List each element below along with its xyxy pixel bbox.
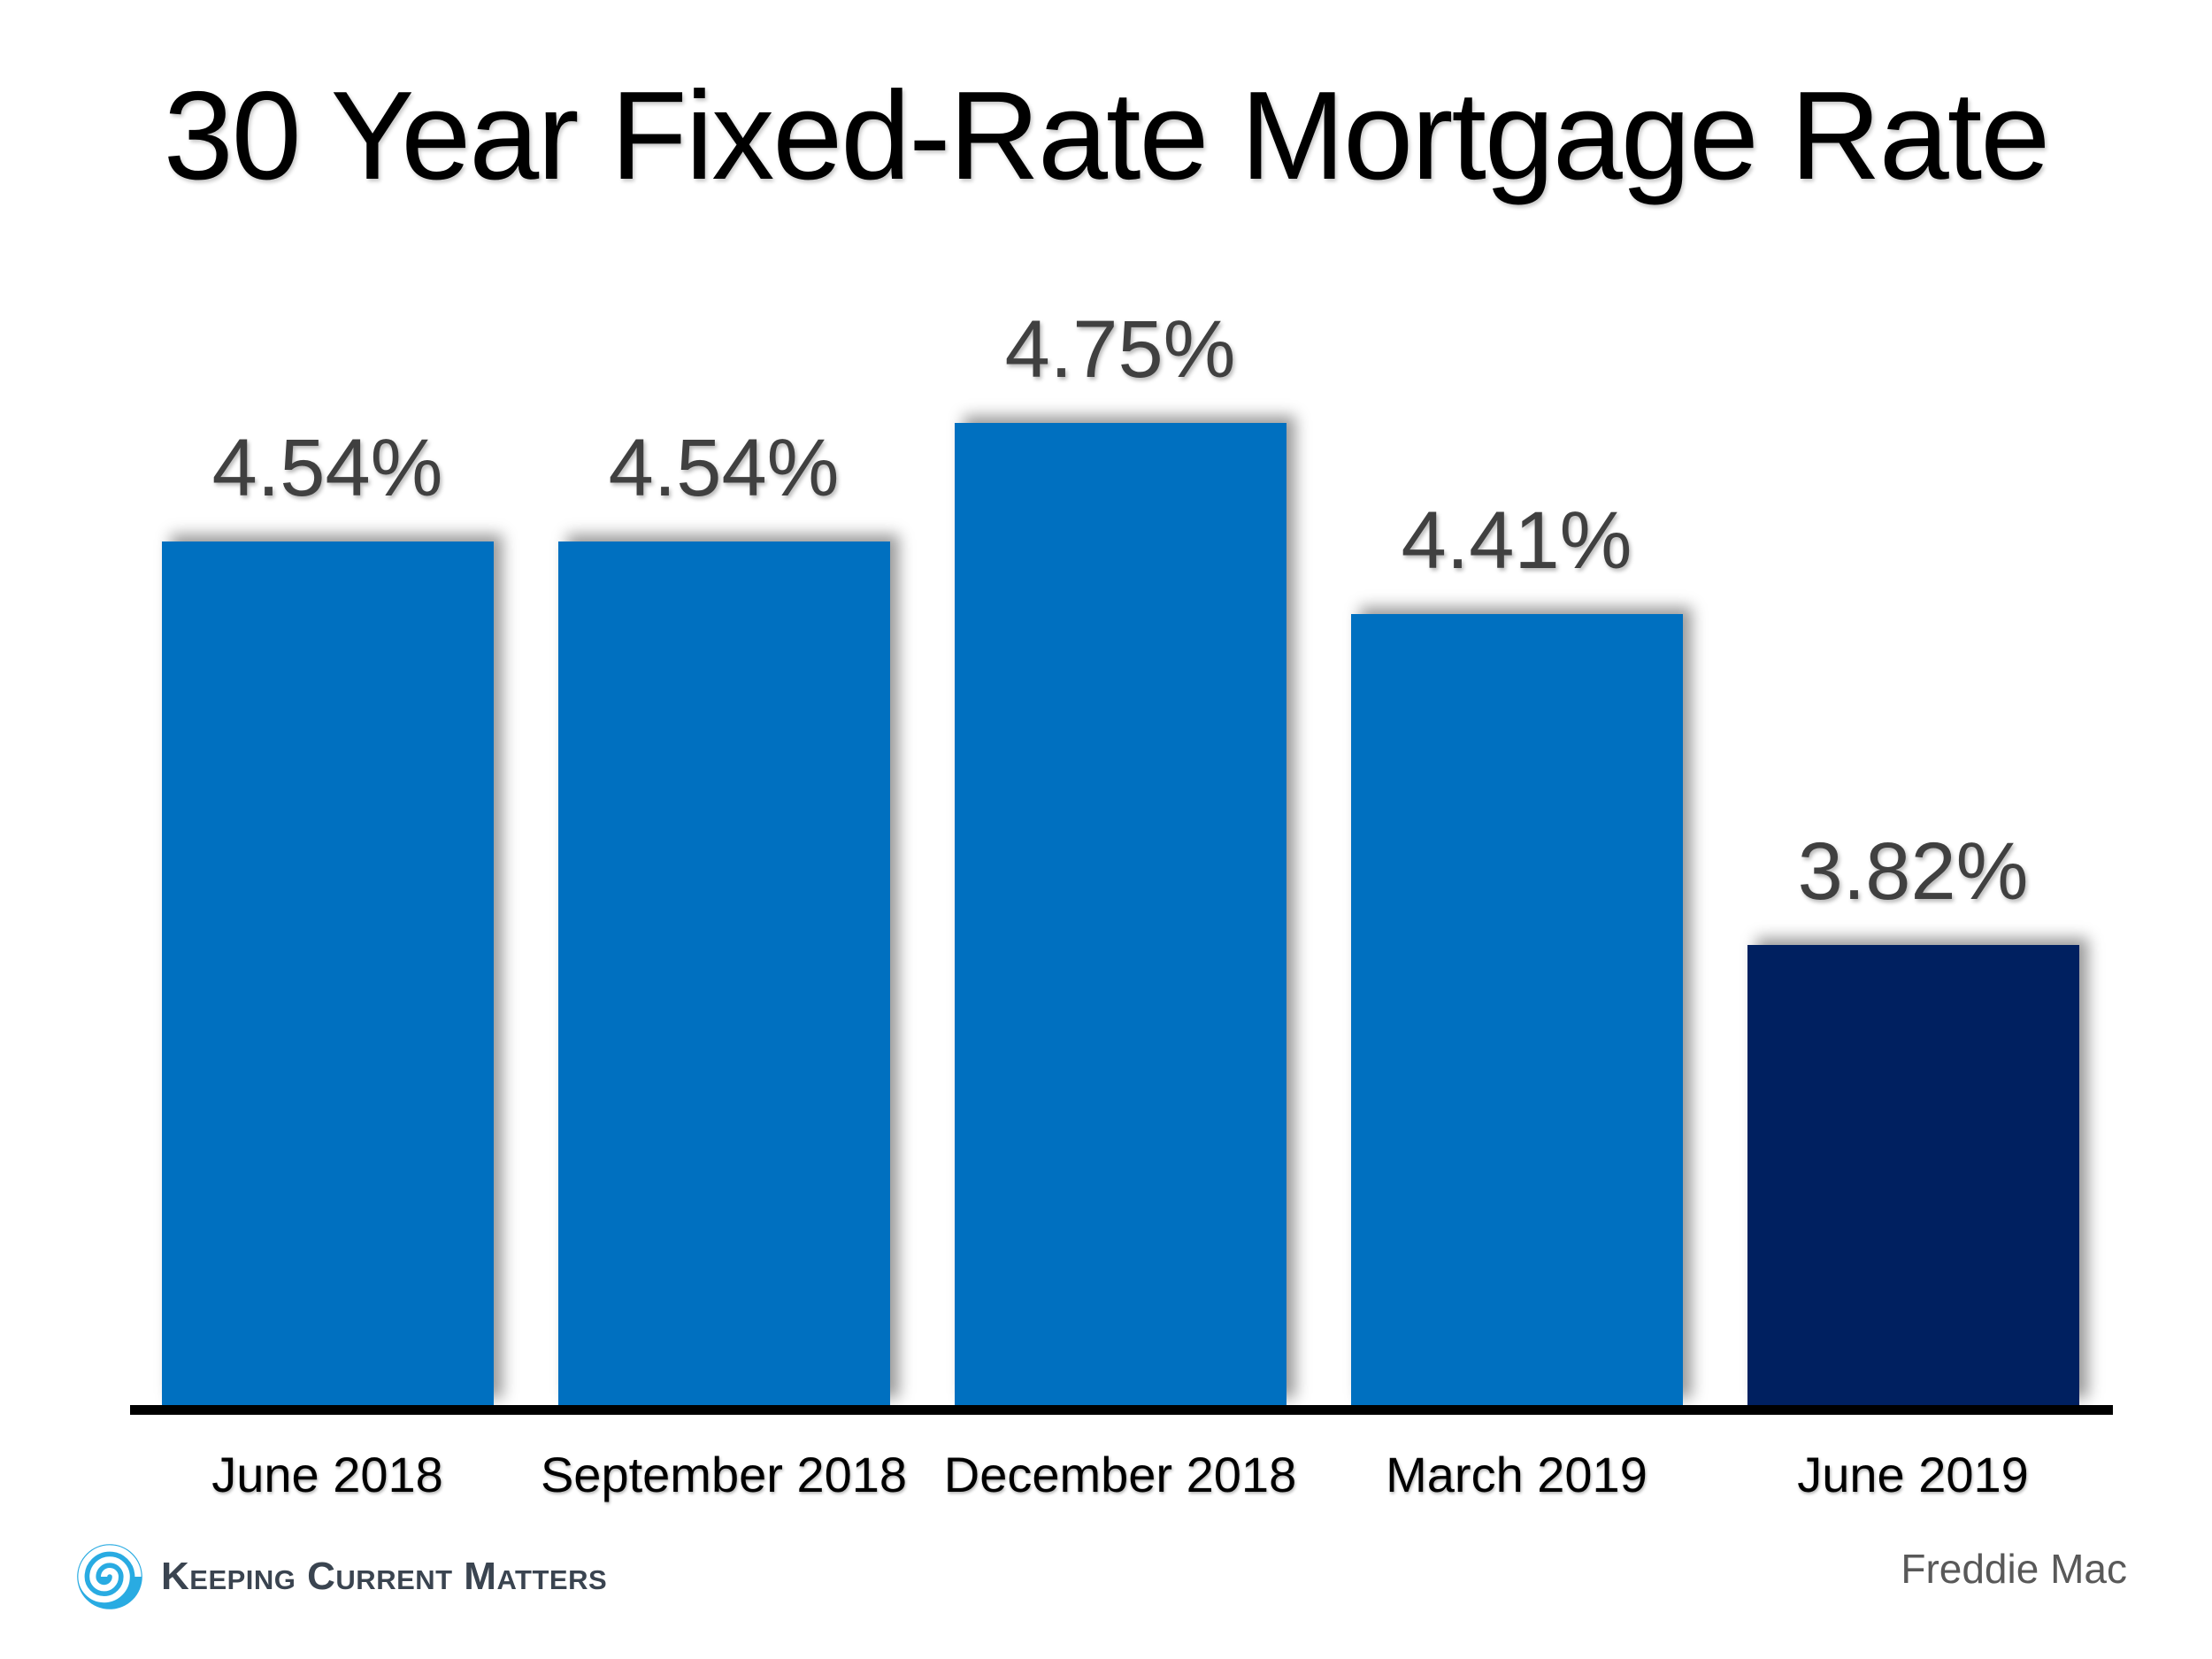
bar-value-label: 4.75% [1004, 304, 1236, 395]
source-label: Freddie Mac [1901, 1546, 2127, 1592]
bar [1747, 945, 2079, 1405]
bar-value-label: 4.54% [211, 423, 443, 513]
kcm-logo: Keeping Current Matters [74, 1541, 607, 1612]
bar [954, 423, 1286, 1405]
x-axis-label: December 2018 [943, 1447, 1297, 1502]
bar-value-label: 4.54% [608, 423, 840, 513]
kcm-logo-text: Keeping Current Matters [161, 1555, 608, 1598]
bar [557, 541, 890, 1405]
chart-title: 30 Year Fixed-Rate Mortgage Rate [163, 65, 2050, 206]
bar [161, 541, 494, 1405]
kcm-swirl-icon [77, 1544, 142, 1609]
x-axis-label: March 2019 [1386, 1447, 1647, 1502]
x-axis-label: June 2018 [211, 1447, 443, 1502]
x-axis-label: June 2019 [1797, 1447, 2029, 1502]
bar [1350, 614, 1683, 1405]
x-axis-line [130, 1405, 2113, 1415]
bar-value-label: 3.82% [1797, 826, 2029, 917]
bar-value-label: 4.41% [1401, 495, 1632, 586]
x-axis-label: September 2018 [540, 1447, 908, 1502]
